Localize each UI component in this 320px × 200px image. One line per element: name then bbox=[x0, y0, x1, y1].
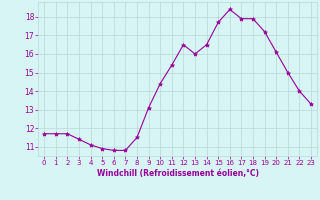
X-axis label: Windchill (Refroidissement éolien,°C): Windchill (Refroidissement éolien,°C) bbox=[97, 169, 259, 178]
